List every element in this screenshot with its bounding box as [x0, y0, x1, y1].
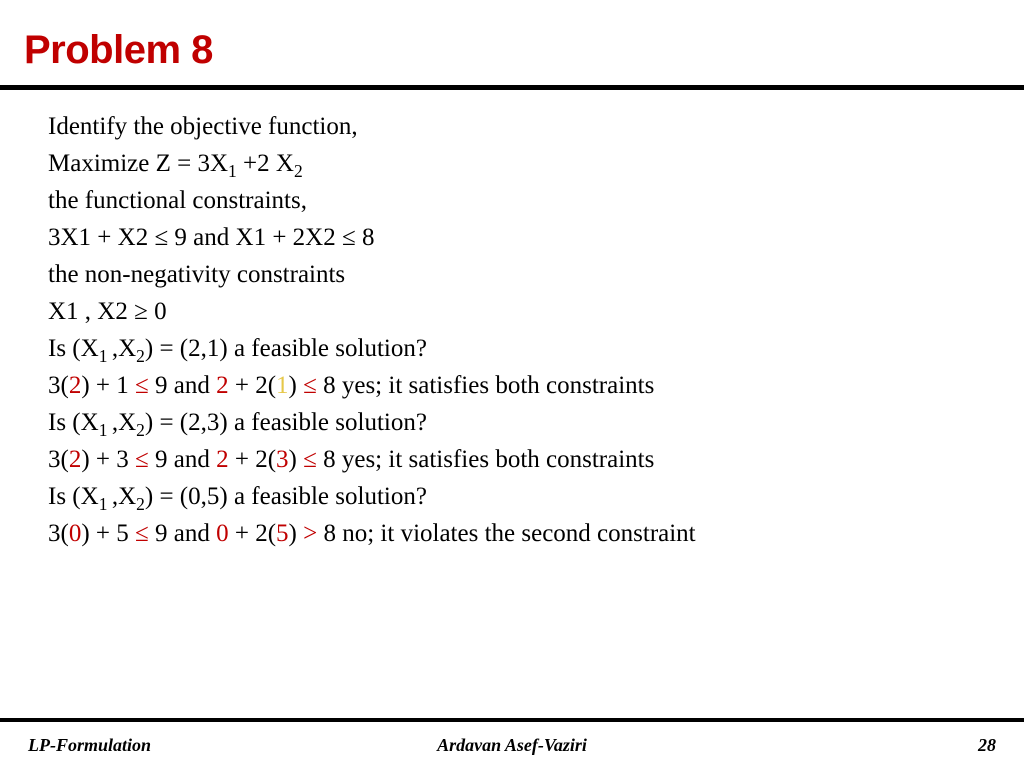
text: ) [289, 520, 304, 547]
subscript: 1 [99, 346, 112, 366]
subscript: 2 [136, 346, 145, 366]
highlight: ≤ [303, 372, 317, 399]
text: ,X [112, 483, 136, 510]
highlight: 3 [276, 446, 289, 473]
text: ) + 3 [81, 446, 135, 473]
subscript: 1 [99, 494, 112, 514]
highlight: ≤ [135, 446, 149, 473]
highlight: 2 [69, 446, 82, 473]
text: ,X [112, 335, 136, 362]
text: 9 and [149, 446, 216, 473]
text: 9 and [149, 520, 216, 547]
text: 3( [48, 446, 69, 473]
slide-body: Identify the objective function, Maximiz… [0, 90, 1024, 552]
highlight: 1 [276, 372, 289, 399]
subscript: 2 [294, 161, 303, 181]
line-9: Is (X1 ,X2) = (2,3) a feasible solution? [48, 404, 984, 441]
text: 3( [48, 372, 69, 399]
line-3: the functional constraints, [48, 182, 984, 219]
highlight: ≤ [135, 372, 149, 399]
highlight: ≤ [303, 446, 317, 473]
line-10: 3(2) + 3 ≤ 9 and 2 + 2(3) ≤ 8 yes; it sa… [48, 441, 984, 478]
text: 3( [48, 520, 69, 547]
text: + 2( [229, 520, 276, 547]
footer-center: Ardavan Asef-Vaziri [0, 735, 1024, 756]
line-4: 3X1 + X2 ≤ 9 and X1 + 2X2 ≤ 8 [48, 219, 984, 256]
text: + 2( [229, 372, 276, 399]
highlight: 0 [216, 520, 229, 547]
text: ) + 1 [81, 372, 135, 399]
line-8: 3(2) + 1 ≤ 9 and 2 + 2(1) ≤ 8 yes; it sa… [48, 367, 984, 404]
line-7: Is (X1 ,X2) = (2,1) a feasible solution? [48, 330, 984, 367]
text: ) = (2,3) a feasible solution? [145, 409, 427, 436]
text: 8 yes; it satisfies both constraints [317, 372, 654, 399]
text: Maximize Z = 3X [48, 150, 228, 177]
text: 8 no; it violates the second constraint [317, 520, 695, 547]
line-6: X1 , X2 ≥ 0 [48, 293, 984, 330]
highlight: 2 [69, 372, 82, 399]
footer-left: LP-Formulation [28, 735, 151, 756]
text: + 2( [229, 446, 276, 473]
text: ) [289, 372, 304, 399]
highlight: 5 [276, 520, 289, 547]
subscript: 1 [99, 420, 112, 440]
text: 9 and [149, 372, 216, 399]
text: ) + 5 [81, 520, 135, 547]
highlight: > [303, 520, 317, 547]
footer-page-number: 28 [978, 735, 996, 756]
line-2: Maximize Z = 3X1 +2 X2 [48, 145, 984, 182]
text: ) = (2,1) a feasible solution? [145, 335, 427, 362]
text: Is (X [48, 483, 99, 510]
footer: LP-Formulation Ardavan Asef-Vaziri 28 [0, 722, 1024, 768]
text: ) [289, 446, 304, 473]
slide-title: Problem 8 [0, 0, 1024, 73]
subscript: 1 [228, 161, 237, 181]
subscript: 2 [136, 420, 145, 440]
line-12: 3(0) + 5 ≤ 9 and 0 + 2(5) > 8 no; it vio… [48, 515, 984, 552]
highlight: ≤ [135, 520, 149, 547]
line-11: Is (X1 ,X2) = (0,5) a feasible solution? [48, 478, 984, 515]
text: Is (X [48, 335, 99, 362]
text: ) = (0,5) a feasible solution? [145, 483, 427, 510]
text: Is (X [48, 409, 99, 436]
line-5: the non-negativity constraints [48, 256, 984, 293]
text: 8 yes; it satisfies both constraints [317, 446, 654, 473]
text: ,X [112, 409, 136, 436]
highlight: 0 [69, 520, 82, 547]
line-1: Identify the objective function, [48, 108, 984, 145]
highlight: 2 [216, 446, 229, 473]
text: +2 X [237, 150, 294, 177]
highlight: 2 [216, 372, 229, 399]
subscript: 2 [136, 494, 145, 514]
